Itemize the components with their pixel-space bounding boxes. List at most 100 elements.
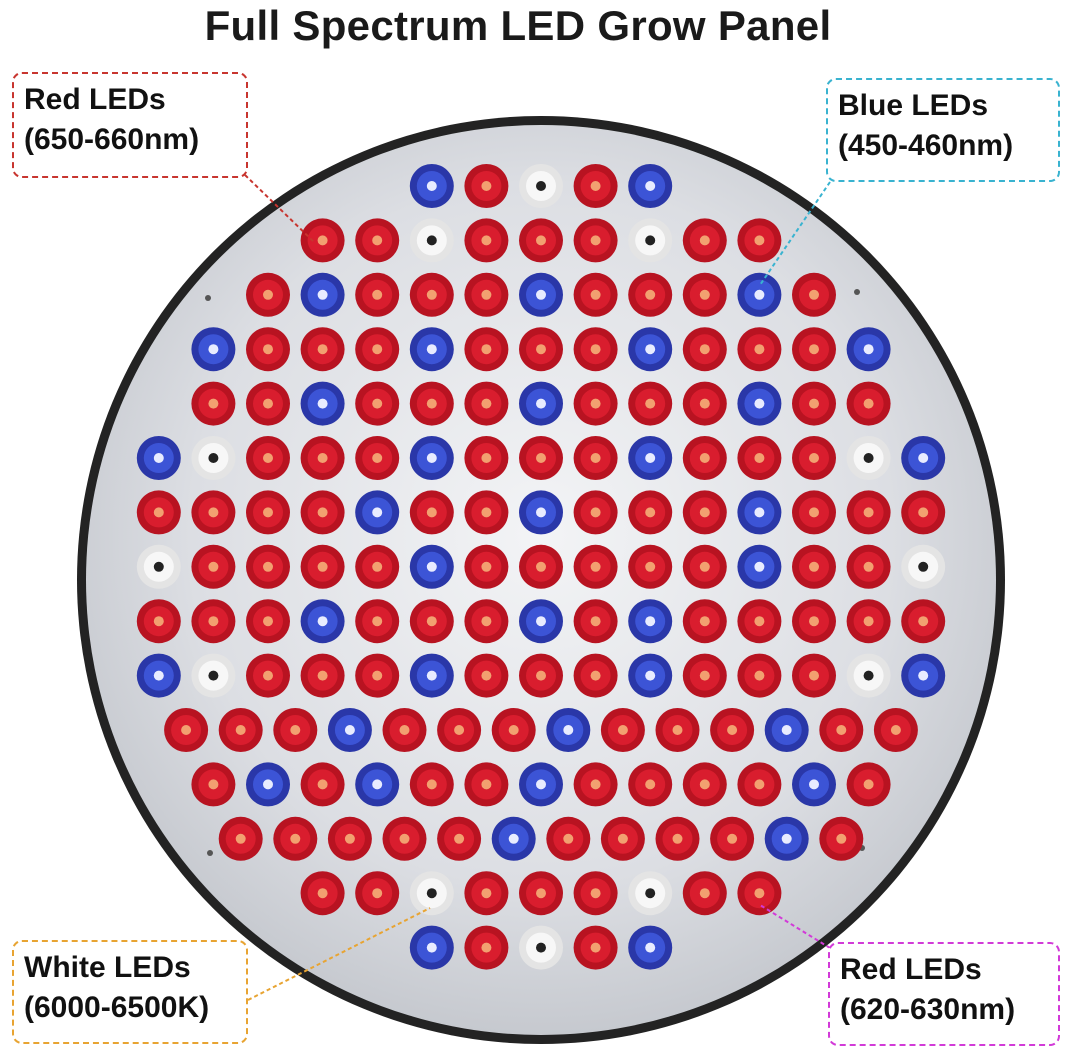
led-red — [300, 762, 345, 807]
led-blue — [737, 381, 782, 426]
callout-label: White LEDs — [24, 951, 191, 984]
led-red — [792, 381, 836, 426]
led-red — [792, 327, 836, 372]
leader-line — [247, 907, 431, 1001]
led-red — [191, 381, 236, 426]
led-red — [246, 327, 290, 372]
led-red — [846, 490, 891, 535]
callout-range: (6000-6500K) — [24, 991, 210, 1024]
led-white — [409, 871, 454, 916]
led-red — [682, 327, 727, 372]
led-red — [409, 762, 454, 807]
led-red — [382, 708, 427, 752]
led-red — [737, 762, 782, 807]
led-red — [464, 871, 509, 916]
led-blue — [300, 272, 345, 317]
led-red — [873, 708, 918, 752]
led-white — [901, 544, 946, 589]
led-red — [519, 544, 563, 589]
callout-blue-leds-450-460nm: Blue LEDs (450-460nm) — [826, 78, 1060, 182]
led-red — [464, 599, 509, 644]
led-blue — [300, 381, 345, 426]
led-red — [519, 871, 563, 916]
led-red — [409, 272, 454, 317]
led-blue — [409, 544, 454, 589]
led-blue — [737, 544, 782, 589]
led-blue — [628, 164, 673, 208]
led-red — [300, 490, 345, 535]
led-blue — [628, 925, 673, 970]
led-blue — [846, 327, 891, 372]
led-red — [737, 327, 782, 372]
led-red — [710, 816, 755, 861]
led-red — [464, 762, 509, 807]
led-red — [300, 544, 345, 589]
led-red — [682, 436, 727, 480]
led-red — [164, 708, 209, 752]
led-red — [628, 272, 673, 317]
led-white — [628, 871, 673, 916]
led-red — [682, 653, 727, 698]
led-red — [573, 381, 618, 426]
led-red — [628, 381, 673, 426]
led-red — [655, 708, 700, 752]
led-white — [846, 653, 891, 698]
led-red — [355, 381, 400, 426]
leader-line — [244, 174, 316, 244]
led-red — [573, 164, 618, 208]
led-blue — [628, 327, 673, 372]
led-red — [846, 544, 891, 589]
led-red — [409, 381, 454, 426]
led-white — [846, 436, 891, 480]
led-red — [355, 653, 400, 698]
led-red — [355, 327, 400, 372]
led-red — [573, 490, 618, 535]
led-white — [191, 436, 236, 480]
page-title: Full Spectrum LED Grow Panel — [204, 2, 832, 49]
led-red — [519, 327, 563, 372]
callout-red-leds-650-660nm: Red LEDs (650-660nm) — [12, 72, 248, 178]
led-red — [246, 490, 290, 535]
led-red — [246, 436, 290, 480]
led-blue — [300, 599, 345, 644]
led-red — [437, 816, 482, 861]
led-red — [191, 490, 236, 535]
led-blue — [409, 327, 454, 372]
led-blue — [246, 762, 290, 807]
led-blue — [737, 272, 782, 317]
led-red — [792, 436, 836, 480]
led-blue — [764, 816, 809, 861]
led-red — [573, 599, 618, 644]
led-red — [191, 762, 236, 807]
led-red — [464, 381, 509, 426]
led-blue — [355, 762, 400, 807]
led-red — [901, 599, 946, 644]
led-blue — [519, 272, 563, 317]
led-blue — [136, 653, 181, 698]
led-red — [519, 653, 563, 698]
led-red — [600, 816, 645, 861]
led-red — [573, 653, 618, 698]
led-red — [464, 544, 509, 589]
led-red — [246, 272, 290, 317]
led-red — [273, 816, 318, 861]
led-red — [246, 544, 290, 589]
led-red — [846, 381, 891, 426]
led-red — [573, 544, 618, 589]
led-red — [300, 327, 345, 372]
callout-range: (620-630nm) — [840, 993, 1016, 1026]
led-blue — [491, 816, 536, 861]
led-blue — [628, 599, 673, 644]
led-red — [901, 490, 946, 535]
led-red — [300, 218, 345, 263]
callout-range: (650-660nm) — [24, 123, 200, 156]
led-red — [464, 436, 509, 480]
callout-red-leds-620-630nm: Red LEDs (620-630nm) — [828, 942, 1060, 1046]
led-blue — [409, 925, 454, 970]
led-red — [819, 816, 864, 861]
led-red — [846, 762, 891, 807]
led-red — [682, 490, 727, 535]
led-red — [218, 816, 263, 861]
led-red — [682, 218, 727, 263]
callout-white-leds-6000-6500k: White LEDs (6000-6500K) — [12, 940, 248, 1044]
